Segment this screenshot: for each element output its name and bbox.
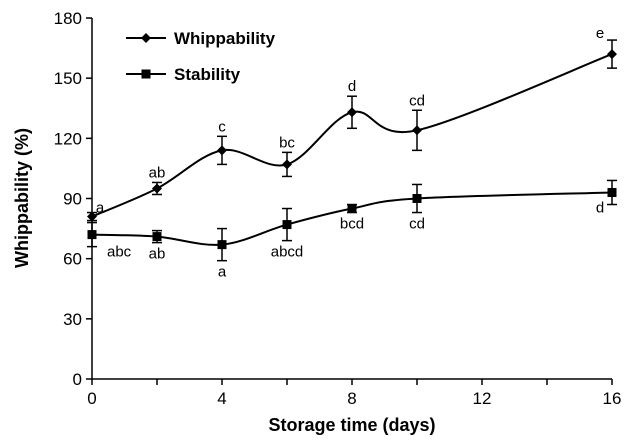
y-tick-label: 0: [73, 370, 82, 389]
x-tick-label: 8: [347, 389, 356, 408]
data-point: [282, 220, 292, 230]
y-axis-ticks: 0 30 60 90 120 150 180: [54, 9, 92, 389]
data-point: [347, 204, 357, 214]
data-label: e: [596, 25, 604, 42]
data-label: abc: [107, 244, 132, 261]
legend-label-whippability: Whippability: [174, 29, 276, 48]
data-label: ab: [149, 246, 166, 263]
data-label: cd: [409, 216, 425, 233]
data-point: [282, 159, 292, 170]
data-label: ab: [149, 164, 166, 181]
data-point: [607, 49, 617, 60]
data-point: [412, 194, 422, 203]
data-point: [152, 183, 162, 194]
y-tick-label: 90: [63, 190, 82, 209]
data-point: [412, 125, 422, 136]
data-point: [607, 187, 617, 197]
x-tick-label: 16: [603, 389, 622, 408]
data-point: [217, 240, 227, 250]
data-point: [347, 107, 357, 118]
data-label: cd: [409, 92, 425, 109]
legend-label-stability: Stability: [174, 65, 241, 84]
series-whippability: a ab c bc d cd e: [87, 25, 617, 222]
legend-marker-stability: [141, 69, 151, 79]
data-label: d: [348, 78, 356, 95]
y-tick-label: 120: [54, 129, 82, 148]
data-point: [87, 211, 97, 222]
data-point: [152, 232, 162, 242]
data-label: abcd: [271, 244, 304, 261]
data-label: bcd: [340, 216, 364, 233]
data-label: a: [218, 264, 227, 281]
y-tick-label: 60: [63, 250, 82, 269]
y-axis-title: Whippability (%): [12, 128, 32, 268]
data-point: [87, 230, 97, 240]
series-stability: abc ab a abcd bcd cd d: [87, 179, 617, 281]
series-line: [91, 53, 613, 218]
y-tick-label: 180: [54, 9, 82, 28]
data-label: d: [596, 199, 604, 216]
x-tick-label: 12: [473, 389, 492, 408]
x-tick-label: 4: [217, 389, 226, 408]
data-label: c: [218, 118, 226, 135]
data-point: [217, 145, 227, 156]
data-label: a: [96, 200, 105, 217]
legend-marker-whippability: [141, 33, 151, 43]
x-axis-title: Storage time (days): [268, 415, 435, 435]
x-axis-ticks: 0 4 8 12 16: [87, 379, 621, 408]
legend: Whippability Stability: [126, 29, 276, 84]
data-label: bc: [279, 134, 295, 151]
x-tick-label: 0: [87, 389, 96, 408]
y-tick-label: 30: [63, 310, 82, 329]
y-tick-label: 150: [54, 69, 82, 88]
